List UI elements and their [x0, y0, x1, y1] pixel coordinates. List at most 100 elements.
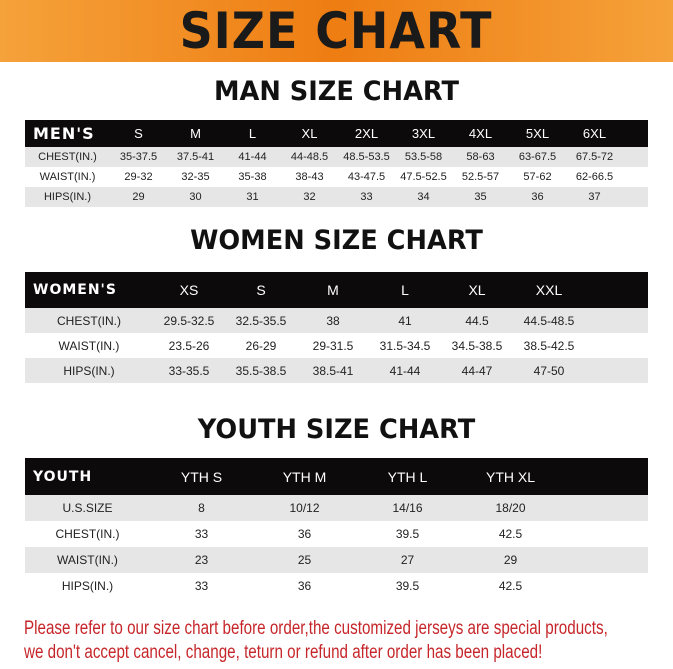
table-cell: 10/12 [253, 495, 356, 521]
size-header: S [110, 120, 167, 147]
table-cell: 36 [509, 187, 566, 207]
table-row: CHEST(IN.) 33 36 39.5 42.5 [25, 521, 648, 547]
table-cell: 35-37.5 [110, 147, 167, 167]
row-label: HIPS(IN.) [25, 358, 153, 383]
table-cell: 29-32 [110, 167, 167, 187]
header-row: YOUTH YTH S YTH M YTH L YTH XL [25, 458, 648, 495]
table-cell: 35.5-38.5 [225, 358, 297, 383]
row-spacer [623, 187, 648, 207]
table-cell: 14/16 [356, 495, 459, 521]
size-header: YTH L [356, 458, 459, 495]
table-row: CHEST(IN.) 29.5-32.5 32.5-35.5 38 41 44.5 44.5… [25, 308, 648, 333]
size-header: 6XL [566, 120, 623, 147]
table-cell: 29-31.5 [297, 333, 369, 358]
table-cell: 42.5 [459, 521, 562, 547]
table-cell: 62-66.5 [566, 167, 623, 187]
table-row: HIPS(IN.) 33 36 39.5 42.5 [25, 573, 648, 599]
size-header: YTH XL [459, 458, 562, 495]
notice-line-2: we don't accept cancel, change, teturn o… [24, 642, 543, 663]
header-row: MEN'S S M L XL 2XL 3XL 4XL 5XL 6XL [25, 120, 648, 147]
table-cell: 33 [150, 573, 253, 599]
table-cell: 63-67.5 [509, 147, 566, 167]
notice-line-1: Please refer to our size chart before or… [24, 618, 608, 639]
header-spacer [623, 120, 648, 147]
table-cell: 34 [395, 187, 452, 207]
table-cell: 58-63 [452, 147, 509, 167]
table-cell: 44.5-48.5 [513, 308, 585, 333]
table-cell: 35 [452, 187, 509, 207]
size-header: 4XL [452, 120, 509, 147]
row-label: CHEST(IN.) [25, 521, 150, 547]
women-chart-title: WOMEN SIZE CHART [190, 225, 483, 256]
size-header: 5XL [509, 120, 566, 147]
table-cell: 39.5 [356, 521, 459, 547]
size-header: L [369, 272, 441, 308]
table-cell: 31.5-34.5 [369, 333, 441, 358]
table-cell: 23 [150, 547, 253, 573]
row-spacer [585, 333, 648, 358]
size-header: L [224, 120, 281, 147]
row-spacer [562, 495, 648, 521]
table-cell: 32-35 [167, 167, 224, 187]
table-row: HIPS(IN.) 29 30 31 32 33 34 35 36 37 [25, 187, 648, 207]
table-cell: 57-62 [509, 167, 566, 187]
row-spacer [562, 573, 648, 599]
table-cell: 33 [150, 521, 253, 547]
table-cell: 18/20 [459, 495, 562, 521]
row-spacer [585, 358, 648, 383]
table-cell: 26-29 [225, 333, 297, 358]
table-row: WAIST(IN.) 23.5-26 26-29 29-31.5 31.5-34.5 34… [25, 333, 648, 358]
table-cell: 67.5-72 [566, 147, 623, 167]
size-header: YTH M [253, 458, 356, 495]
table-cell: 41-44 [224, 147, 281, 167]
table-cell: 34.5-38.5 [441, 333, 513, 358]
table-header-label: YOUTH [25, 458, 150, 495]
women-size-table: WOMEN'S XS S M L XL XXL CHEST(IN.) 29.5-32.5 32.5… [25, 272, 648, 383]
table-cell: 31 [224, 187, 281, 207]
row-label: HIPS(IN.) [25, 573, 150, 599]
table-cell: 38.5-42.5 [513, 333, 585, 358]
size-header: 3XL [395, 120, 452, 147]
table-cell: 37.5-41 [167, 147, 224, 167]
table-cell: 44-48.5 [281, 147, 338, 167]
row-label: HIPS(IN.) [25, 187, 110, 207]
size-header: M [167, 120, 224, 147]
row-label: WAIST(IN.) [25, 333, 153, 358]
table-cell: 42.5 [459, 573, 562, 599]
size-header: XL [441, 272, 513, 308]
table-row: HIPS(IN.) 33-35.5 35.5-38.5 38.5-41 41-44 44-… [25, 358, 648, 383]
table-header-label: WOMEN'S [25, 272, 153, 308]
row-spacer [562, 547, 648, 573]
table-cell: 29.5-32.5 [153, 308, 225, 333]
row-label: CHEST(IN.) [25, 308, 153, 333]
size-header: XXL [513, 272, 585, 308]
size-header: YTH S [150, 458, 253, 495]
table-row: CHEST(IN.) 35-37.5 37.5-41 41-44 44-48.5 48.5… [25, 147, 648, 167]
table-cell: 35-38 [224, 167, 281, 187]
header-spacer [562, 458, 648, 495]
table-cell: 32 [281, 187, 338, 207]
row-spacer [623, 167, 648, 187]
table-cell: 44.5 [441, 308, 513, 333]
table-cell: 29 [110, 187, 167, 207]
table-cell: 8 [150, 495, 253, 521]
table-cell: 53.5-58 [395, 147, 452, 167]
row-spacer [623, 147, 648, 167]
row-label: WAIST(IN.) [25, 167, 110, 187]
size-header: M [297, 272, 369, 308]
table-cell: 33-35.5 [153, 358, 225, 383]
men-size-table: MEN'S S M L XL 2XL 3XL 4XL 5XL 6XL CHEST(IN.) 35-37… [25, 120, 648, 207]
men-chart-title: MAN SIZE CHART [213, 76, 460, 107]
table-row: WAIST(IN.) 29-32 32-35 35-38 38-43 43-47.5 47.… [25, 167, 648, 187]
table-header-label: MEN'S [25, 120, 110, 147]
youth-size-table: YOUTH YTH S YTH M YTH L YTH XL U.S.SIZE 8 10/12… [25, 458, 648, 599]
table-cell: 48.5-53.5 [338, 147, 395, 167]
table-cell: 23.5-26 [153, 333, 225, 358]
table-cell: 39.5 [356, 573, 459, 599]
table-cell: 32.5-35.5 [225, 308, 297, 333]
header-spacer [585, 272, 648, 308]
table-cell: 36 [253, 573, 356, 599]
table-cell: 43-47.5 [338, 167, 395, 187]
table-cell: 52.5-57 [452, 167, 509, 187]
table-cell: 44-47 [441, 358, 513, 383]
